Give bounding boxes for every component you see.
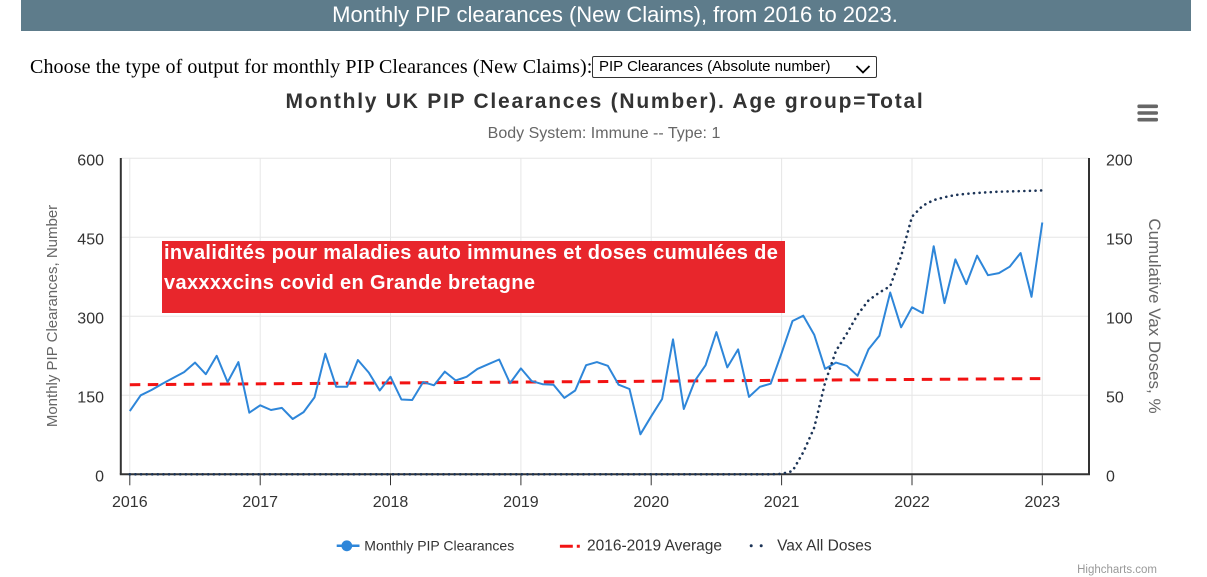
svg-text:600: 600: [77, 153, 104, 170]
svg-text:2022: 2022: [894, 494, 930, 511]
svg-text:2021: 2021: [764, 494, 800, 511]
svg-text:100: 100: [1106, 311, 1133, 328]
svg-text:150: 150: [77, 390, 104, 407]
svg-text:50: 50: [1106, 390, 1124, 407]
svg-text:200: 200: [1106, 153, 1133, 170]
svg-text:150: 150: [1106, 232, 1133, 249]
svg-text:Vax All Doses: Vax All Doses: [777, 538, 872, 555]
svg-text:0: 0: [95, 469, 104, 486]
svg-text:300: 300: [77, 311, 104, 328]
svg-text:0: 0: [1106, 469, 1115, 486]
svg-text:2023: 2023: [1025, 494, 1061, 511]
svg-text:2017: 2017: [242, 494, 278, 511]
svg-text:2016: 2016: [112, 494, 148, 511]
svg-text:Highcharts.com: Highcharts.com: [1077, 564, 1157, 576]
svg-text:2019: 2019: [503, 494, 539, 511]
svg-text:Cumulative Vax Doses, %: Cumulative Vax Doses, %: [1145, 218, 1164, 413]
svg-text:2016-2019 Average: 2016-2019 Average: [587, 538, 722, 555]
svg-text:2020: 2020: [633, 494, 669, 511]
svg-text:2018: 2018: [373, 494, 409, 511]
svg-text:450: 450: [77, 232, 104, 249]
svg-text:Monthly PIP Clearances, Number: Monthly PIP Clearances, Number: [44, 205, 61, 427]
svg-text:Monthly PIP Clearances: Monthly PIP Clearances: [364, 538, 514, 554]
